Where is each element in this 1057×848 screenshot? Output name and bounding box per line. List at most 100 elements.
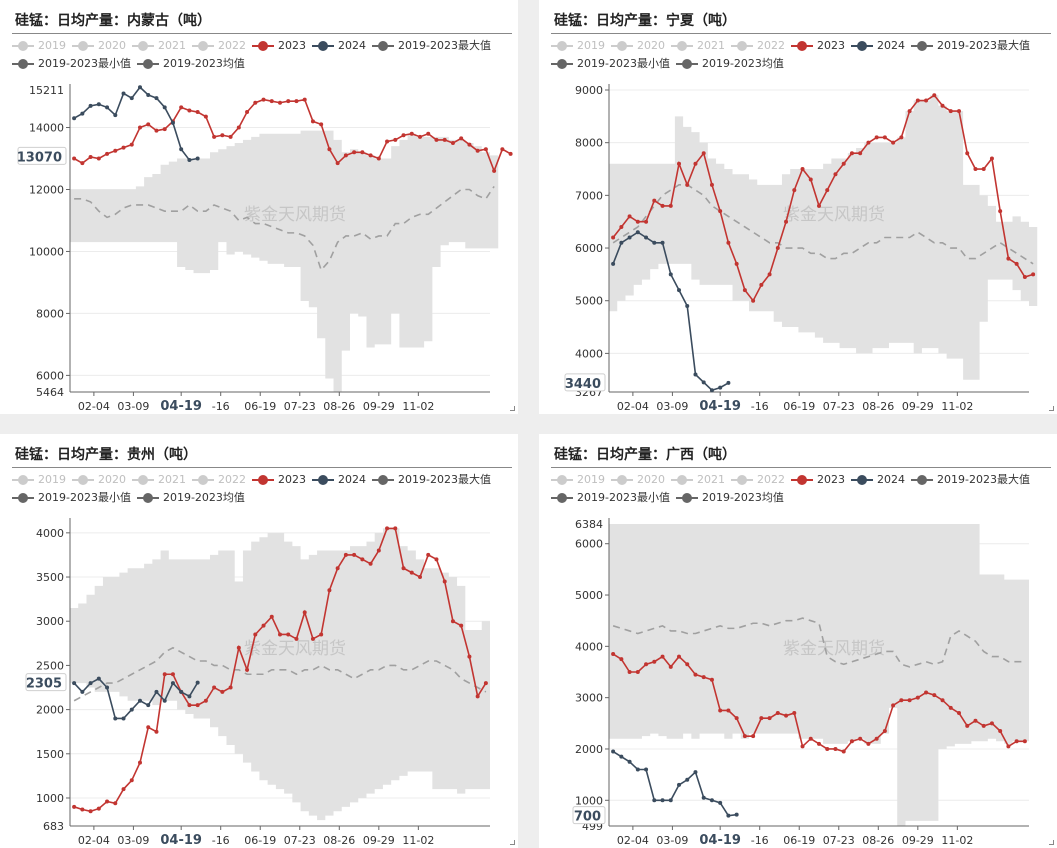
data-point-2024 xyxy=(96,102,101,107)
legend-item-y2022[interactable]: 2022 xyxy=(731,37,785,55)
avg-line xyxy=(612,617,1025,668)
legend-item-y2024[interactable]: 2024 xyxy=(851,471,905,489)
data-point-2023 xyxy=(228,134,233,139)
data-point-2023 xyxy=(932,93,937,98)
y-tick-label: 1000 xyxy=(575,794,603,807)
legend-item-y2024[interactable]: 2024 xyxy=(851,37,905,55)
data-point-2024 xyxy=(129,96,134,101)
legend-item-y2024[interactable]: 2024 xyxy=(312,37,366,55)
data-point-2023 xyxy=(751,734,756,739)
legend-item-y2019[interactable]: 2019 xyxy=(551,471,605,489)
legend-item-y2021[interactable]: 2021 xyxy=(671,471,725,489)
legend-marker-icon xyxy=(72,475,94,485)
data-point-2023 xyxy=(203,114,208,119)
data-point-2023 xyxy=(245,667,250,672)
legend-item-min[interactable]: 2019-2023最小值 xyxy=(551,489,670,507)
legend-item-max[interactable]: 2019-2023最大值 xyxy=(911,471,1030,489)
data-point-2023 xyxy=(278,100,282,105)
data-point-2023 xyxy=(998,209,1003,214)
y-tick-label: 5000 xyxy=(575,295,603,308)
data-point-2023 xyxy=(965,723,970,728)
legend-item-y2024[interactable]: 2024 xyxy=(312,471,366,489)
data-point-2024 xyxy=(113,113,118,118)
data-point-2023 xyxy=(718,209,723,214)
legend-item-y2022[interactable]: 2022 xyxy=(731,471,785,489)
data-point-2023 xyxy=(775,711,780,716)
legend-item-y2022[interactable]: 2022 xyxy=(192,471,246,489)
legend-item-y2023[interactable]: 2023 xyxy=(252,37,306,55)
y-tick-label: 3500 xyxy=(36,571,64,584)
series-line-2024 xyxy=(73,677,199,720)
legend-item-y2019[interactable]: 2019 xyxy=(12,471,66,489)
legend-item-y2021[interactable]: 2021 xyxy=(132,471,186,489)
x-tick-label: 08-26 xyxy=(862,834,894,847)
legend-item-min[interactable]: 2019-2023最小值 xyxy=(12,55,131,73)
data-point-2024 xyxy=(146,92,151,97)
legend-item-y2020[interactable]: 2020 xyxy=(611,471,665,489)
data-point-2023 xyxy=(627,669,632,674)
data-point-2023 xyxy=(759,282,764,287)
data-point-2023 xyxy=(784,219,789,224)
legend-item-y2019[interactable]: 2019 xyxy=(551,37,605,55)
legend-item-y2020[interactable]: 2020 xyxy=(611,37,665,55)
legend-item-avg[interactable]: 2019-2023均值 xyxy=(675,489,784,507)
legend-item-max[interactable]: 2019-2023最大值 xyxy=(372,471,491,489)
legend-item-y2019[interactable]: 2019 xyxy=(12,37,66,55)
x-tick-label: 08-26 xyxy=(323,834,355,847)
data-point-2024 xyxy=(677,288,681,293)
data-point-2023 xyxy=(784,713,789,718)
legend-marker-icon xyxy=(671,41,693,51)
legend-item-max[interactable]: 2019-2023最大值 xyxy=(911,37,1030,55)
legend-item-y2020[interactable]: 2020 xyxy=(72,37,126,55)
legend-item-min[interactable]: 2019-2023最小值 xyxy=(551,55,670,73)
legend-marker-icon xyxy=(372,475,394,485)
data-point-2023 xyxy=(269,614,274,619)
legend-label: 2019-2023最大值 xyxy=(937,473,1030,486)
x-tick-label: 04-19 xyxy=(699,399,741,414)
y-tick-label: 10000 xyxy=(29,245,64,258)
x-tick-label: 02-04 xyxy=(617,834,649,847)
legend-item-y2021[interactable]: 2021 xyxy=(132,37,186,55)
data-point-2024 xyxy=(652,798,657,803)
legend-item-y2020[interactable]: 2020 xyxy=(72,471,126,489)
data-point-2024 xyxy=(619,754,624,759)
data-point-2023 xyxy=(261,623,266,628)
legend-item-y2022[interactable]: 2022 xyxy=(192,37,246,55)
data-point-2023 xyxy=(965,151,970,156)
data-point-2023 xyxy=(368,561,373,566)
legend-item-y2021[interactable]: 2021 xyxy=(671,37,725,55)
data-point-2023 xyxy=(426,552,431,557)
legend-item-max[interactable]: 2019-2023最大值 xyxy=(372,37,491,55)
data-point-2023 xyxy=(154,128,159,133)
legend-item-y2023[interactable]: 2023 xyxy=(252,471,306,489)
legend-item-min[interactable]: 2019-2023最小值 xyxy=(12,489,131,507)
data-point-2024 xyxy=(72,681,77,686)
watermark: 紫金天风期货 xyxy=(783,639,885,659)
data-point-2023 xyxy=(212,685,217,690)
data-point-2023 xyxy=(146,725,151,730)
data-point-2023 xyxy=(179,105,184,110)
legend-label: 2022 xyxy=(218,473,246,486)
legend-item-avg[interactable]: 2019-2023均值 xyxy=(136,489,245,507)
data-point-2023 xyxy=(660,203,665,208)
legend-item-y2023[interactable]: 2023 xyxy=(791,37,845,55)
data-point-2023 xyxy=(228,685,233,690)
data-point-2023 xyxy=(767,272,772,277)
data-point-2023 xyxy=(72,804,77,809)
data-point-2024 xyxy=(635,230,640,235)
legend-marker-icon xyxy=(551,59,573,69)
legend-label: 2024 xyxy=(338,473,366,486)
data-point-2023 xyxy=(948,705,953,710)
data-point-2023 xyxy=(327,147,332,152)
legend-marker-icon xyxy=(312,475,334,485)
data-point-2023 xyxy=(973,167,978,172)
data-point-2024 xyxy=(644,235,649,240)
legend-marker-icon xyxy=(551,475,573,485)
legend-item-avg[interactable]: 2019-2023均值 xyxy=(675,55,784,73)
data-point-2023 xyxy=(450,141,455,146)
legend-label: 2019-2023均值 xyxy=(701,57,784,70)
data-point-2023 xyxy=(500,147,505,152)
legend-item-avg[interactable]: 2019-2023均值 xyxy=(136,55,245,73)
legend-item-y2023[interactable]: 2023 xyxy=(791,471,845,489)
current-value-box xyxy=(572,806,606,825)
